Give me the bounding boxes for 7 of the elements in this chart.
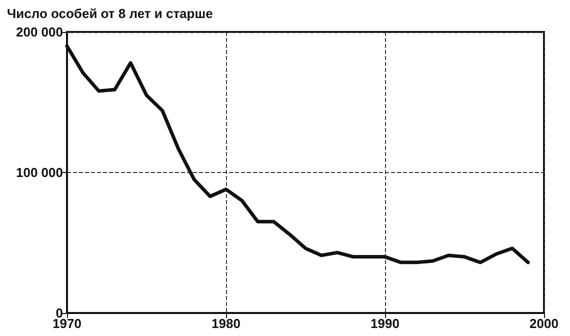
chart-title: Число особей от 8 лет и старше <box>7 6 213 21</box>
x-tick-label: 1990 <box>370 316 400 331</box>
x-tick-label: 1980 <box>212 316 240 331</box>
y-tick-label: 0 <box>56 306 63 320</box>
y-tick-label: 200 000 <box>16 24 63 40</box>
y-tick-label: 100 000 <box>16 165 63 180</box>
x-tick-label: 2000 <box>530 316 558 331</box>
